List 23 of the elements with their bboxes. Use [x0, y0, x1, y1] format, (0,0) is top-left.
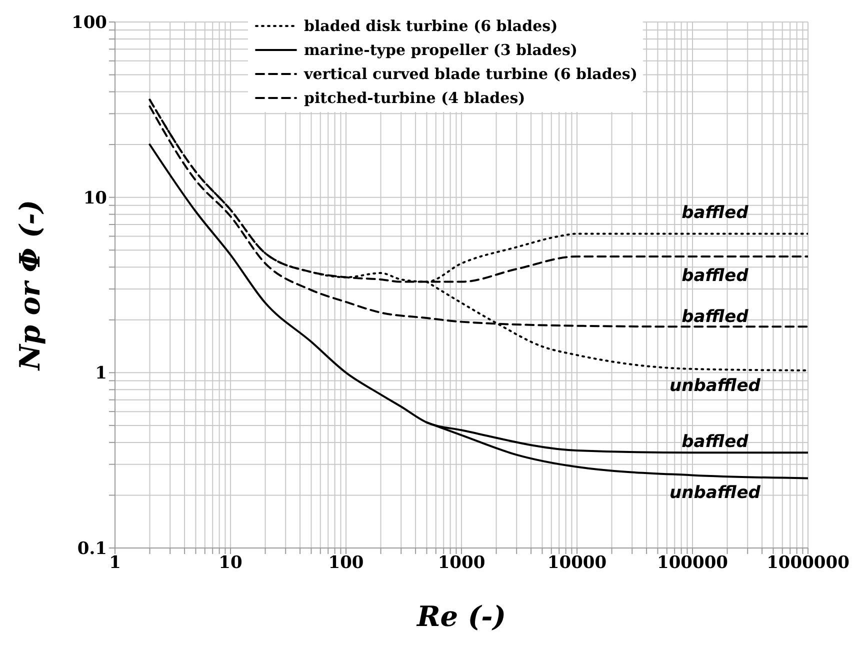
legend-label: pitched-turbine (4 blades): [304, 89, 526, 107]
x-tick-label: 100000: [657, 553, 728, 574]
y-tick-label: 100: [72, 13, 108, 34]
x-tick-label: 1: [109, 553, 121, 574]
x-tick-label: 10: [218, 553, 242, 574]
annotation: unbaffled: [670, 483, 762, 503]
x-tick-label: 10000: [547, 553, 607, 574]
legend-label: bladed disk turbine (6 blades): [304, 17, 558, 35]
annotation: baffled: [682, 266, 750, 286]
y-axis-title: Np or Φ (-): [14, 200, 46, 372]
annotation: baffled: [682, 307, 750, 327]
annotation: baffled: [682, 203, 750, 223]
y-tick-label: 0.1: [77, 539, 107, 560]
legend-label: vertical curved blade turbine (6 blades): [304, 65, 638, 83]
x-tick-label: 100: [328, 553, 364, 574]
x-tick-label: 1000000: [766, 553, 850, 574]
x-tick-label: 1000: [438, 553, 486, 574]
y-tick-label: 10: [83, 188, 108, 208]
x-axis-title: Re (-): [416, 600, 506, 633]
legend-label: marine-type propeller (3 blades): [304, 41, 578, 59]
y-tick-label: 1: [95, 364, 107, 384]
annotation: baffled: [682, 432, 750, 452]
annotation: unbaffled: [670, 376, 762, 396]
